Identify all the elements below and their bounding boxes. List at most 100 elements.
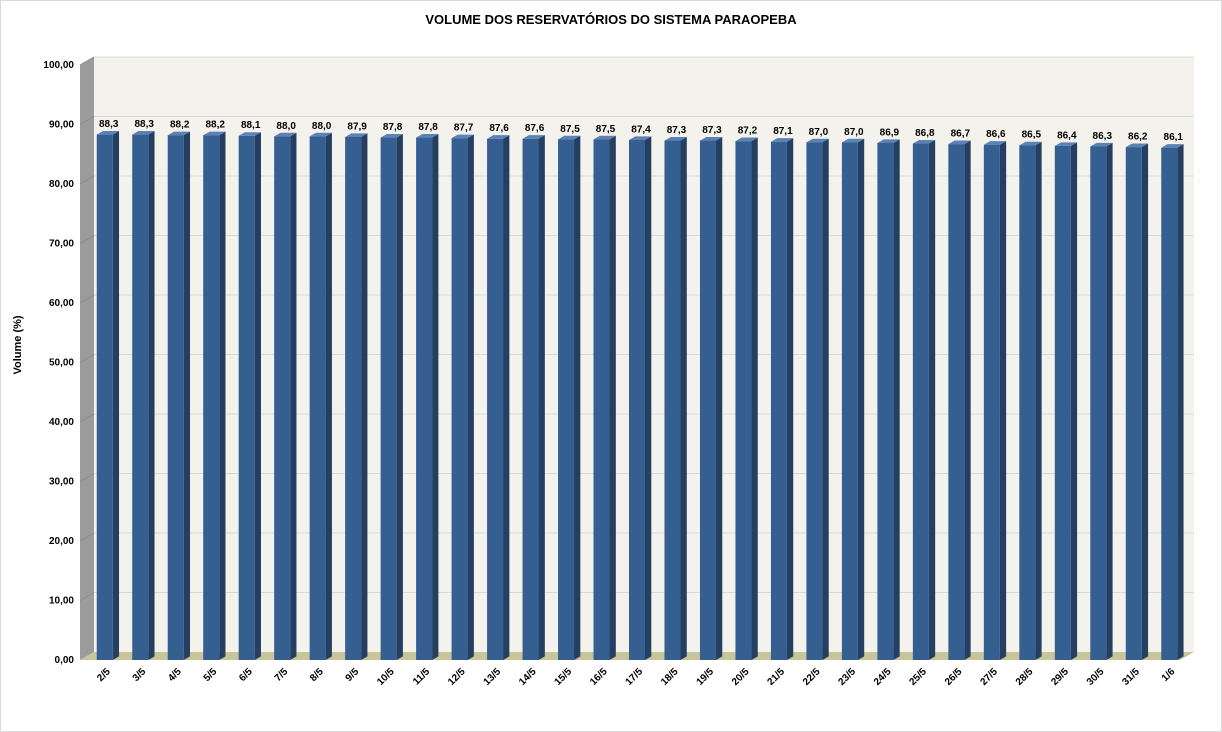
data-label: 87,8 bbox=[418, 122, 438, 133]
x-tick-label: 20/5 bbox=[730, 666, 752, 688]
bar-side bbox=[1141, 143, 1149, 660]
x-tick-label: 2/5 bbox=[95, 666, 113, 684]
bar bbox=[451, 134, 474, 660]
x-tick-label: 10/5 bbox=[375, 666, 397, 688]
data-label: 88,3 bbox=[99, 119, 119, 130]
bar-top bbox=[487, 135, 510, 139]
side-gridline bbox=[79, 354, 95, 363]
data-label: 88,2 bbox=[205, 120, 225, 131]
data-label: 86,6 bbox=[986, 129, 1006, 140]
bar bbox=[983, 141, 1007, 661]
bar bbox=[912, 139, 936, 661]
bar-front bbox=[380, 137, 397, 661]
side-gridline bbox=[79, 175, 95, 185]
x-tick-label: 27/5 bbox=[978, 666, 1000, 688]
bar-side bbox=[680, 136, 687, 661]
bar bbox=[274, 132, 297, 661]
bar bbox=[238, 132, 261, 660]
bar-top bbox=[770, 138, 794, 142]
x-tick-label: 12/5 bbox=[446, 666, 468, 688]
chart-title: VOLUME DOS RESERVATÓRIOS DO SISTEMA PARA… bbox=[425, 12, 797, 27]
bar-side bbox=[715, 136, 723, 661]
data-label: 87,9 bbox=[347, 121, 367, 132]
data-label: 86,2 bbox=[1128, 132, 1148, 143]
x-axis-ticks: 2/5 3/5 4/5 5/5 6/5 7/5 8/5 9/5 10/5 11/5 12/5 13/5… bbox=[95, 666, 1177, 688]
y-tick-label: 90,00 bbox=[49, 120, 74, 131]
bar-top bbox=[1090, 142, 1113, 147]
bar-side bbox=[1035, 141, 1042, 661]
y-tick-label: 10,00 bbox=[49, 596, 74, 607]
bar-top bbox=[96, 131, 120, 135]
bar bbox=[416, 133, 439, 661]
data-label: 86,4 bbox=[1057, 130, 1077, 141]
side-gridline bbox=[79, 56, 95, 66]
bar-side bbox=[751, 137, 758, 660]
y-tick-label: 70,00 bbox=[49, 239, 74, 250]
x-tick-label: 14/5 bbox=[517, 666, 539, 688]
x-tick-label: 26/5 bbox=[943, 666, 965, 688]
bar-side bbox=[1177, 144, 1184, 661]
bar-top bbox=[841, 138, 865, 143]
x-tick-label: 11/5 bbox=[411, 666, 432, 687]
bar-side bbox=[609, 135, 616, 660]
bar-front bbox=[948, 144, 965, 660]
bar-front bbox=[1125, 147, 1142, 661]
bar-top bbox=[699, 136, 723, 141]
side-gridline bbox=[79, 294, 95, 304]
value-labels: 88,3 88,3 88,2 88,2 88,1 88,0 88,0 87,9 87,8 87,8… bbox=[99, 119, 1183, 143]
side-gridline bbox=[79, 532, 95, 542]
bar-front bbox=[735, 141, 752, 660]
bar-top bbox=[948, 140, 971, 145]
y-tick-label: 30,00 bbox=[49, 477, 74, 488]
bar-side bbox=[432, 133, 439, 661]
bar-top bbox=[380, 133, 403, 138]
bar-top bbox=[309, 132, 332, 137]
bar-front bbox=[841, 142, 858, 661]
bar bbox=[1161, 144, 1184, 661]
bar bbox=[522, 135, 545, 660]
data-label: 86,8 bbox=[915, 128, 935, 139]
data-label: 88,1 bbox=[241, 120, 261, 131]
bar bbox=[877, 139, 900, 661]
x-tick-label: 29/5 bbox=[1049, 666, 1071, 688]
y-tick-label: 100,00 bbox=[43, 60, 74, 71]
data-label: 86,9 bbox=[880, 127, 900, 138]
side-gridline bbox=[79, 413, 95, 423]
x-tick-label: 30/5 bbox=[1085, 666, 1107, 688]
data-label: 86,7 bbox=[951, 129, 971, 140]
bar-top bbox=[912, 139, 936, 144]
data-label: 87,0 bbox=[844, 127, 864, 138]
bar-top bbox=[416, 133, 439, 138]
bar-top bbox=[451, 134, 474, 139]
bar bbox=[699, 136, 723, 661]
bar-side bbox=[999, 141, 1007, 660]
bar-front bbox=[699, 140, 716, 660]
bar-top bbox=[203, 131, 226, 136]
y-axis-ticks: 0,00 10,00 20,00 30,00 40,00 50,00 60,00 70,00 8… bbox=[43, 60, 74, 666]
x-tick-label: 28/5 bbox=[1014, 666, 1036, 688]
bar-side bbox=[964, 140, 971, 660]
bar-front bbox=[1090, 146, 1107, 660]
data-label: 87,3 bbox=[667, 125, 687, 136]
bar bbox=[948, 140, 971, 660]
bar bbox=[770, 138, 794, 660]
bar-side bbox=[112, 131, 120, 660]
bar-side bbox=[219, 131, 226, 661]
bar-top bbox=[238, 132, 261, 136]
bar-side bbox=[325, 132, 332, 661]
bar-front bbox=[1161, 147, 1178, 660]
bar bbox=[664, 136, 687, 661]
bar bbox=[487, 135, 510, 660]
bar bbox=[96, 131, 120, 661]
bar-side bbox=[290, 132, 297, 661]
bar-front bbox=[167, 135, 184, 660]
bar-side bbox=[786, 138, 794, 660]
bar-side bbox=[467, 134, 474, 660]
bar bbox=[1054, 142, 1078, 661]
data-label: 87,3 bbox=[702, 125, 722, 136]
x-tick-label: 8/5 bbox=[308, 666, 326, 684]
data-label: 88,2 bbox=[170, 120, 190, 131]
bar-side bbox=[574, 135, 581, 660]
x-tick-label: 21/5 bbox=[766, 666, 788, 688]
